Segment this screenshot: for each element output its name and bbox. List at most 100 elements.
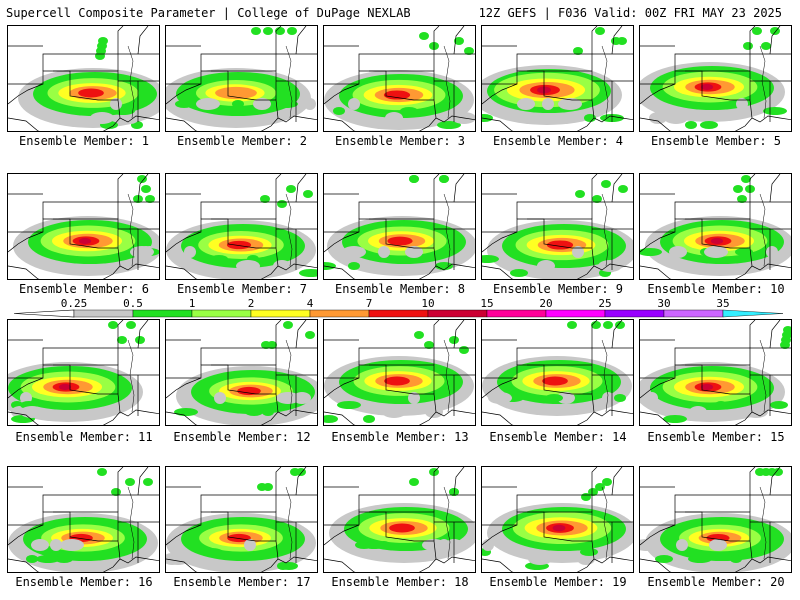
colorbar-tick-label: 10 (421, 297, 434, 310)
scp-contours (174, 321, 317, 425)
scp-map (166, 26, 317, 131)
scp-map (8, 467, 159, 572)
map-boundaries (482, 467, 633, 572)
scp-map (640, 174, 791, 279)
colorbar-segment (309, 309, 370, 318)
ensemble-panel (639, 25, 792, 132)
scp-map (8, 320, 159, 425)
ensemble-member-label: Ensemble Member: 20 (647, 575, 785, 589)
scp-contours (166, 27, 316, 128)
map-boundaries (166, 467, 317, 572)
scp-map (166, 320, 317, 425)
scp-contours (324, 175, 475, 276)
ensemble-panel (481, 466, 634, 573)
ensemble-member-label: Ensemble Member: 17 (173, 575, 311, 589)
ensemble-member-label: Ensemble Member: 9 (492, 282, 624, 296)
scp-contours (482, 180, 633, 279)
scp-contours (166, 468, 316, 572)
ensemble-member-label: Ensemble Member: 2 (176, 134, 308, 148)
ensemble-member-label: Ensemble Member: 14 (489, 430, 627, 444)
scp-map (640, 26, 791, 131)
colorbar-tick-label: 25 (598, 297, 611, 310)
map-boundaries (324, 467, 475, 572)
scp-map (324, 467, 475, 572)
ensemble-member-label: Ensemble Member: 18 (331, 575, 469, 589)
map-boundaries (640, 26, 791, 131)
ensemble-member-label: Ensemble Member: 15 (647, 430, 785, 444)
map-boundaries (166, 320, 317, 425)
page-title: Supercell Composite Parameter | College … (6, 6, 411, 20)
colorbar-segment (132, 309, 193, 318)
scp-contours (324, 32, 475, 130)
ensemble-member-label: Ensemble Member: 1 (18, 134, 150, 148)
colorbar-high-end (722, 309, 784, 318)
ensemble-member-label: Ensemble Member: 8 (334, 282, 466, 296)
map-boundaries (640, 320, 791, 425)
ensemble-panel (481, 25, 634, 132)
ensemble-member-label: Ensemble Member: 7 (176, 282, 308, 296)
colorbar-tick-label: 0.5 (123, 297, 143, 310)
colorbar-tick-label: 0.25 (61, 297, 88, 310)
ensemble-panel (639, 319, 792, 426)
colorbar-segment (545, 309, 606, 318)
scp-map (324, 320, 475, 425)
colorbar-segment (486, 309, 547, 318)
map-boundaries (324, 174, 475, 279)
scp-map (482, 320, 633, 425)
map-boundaries (166, 174, 317, 279)
map-boundaries (482, 26, 633, 131)
colorbar-tick-label: 20 (539, 297, 552, 310)
colorbar-tick-label: 1 (189, 297, 196, 310)
ensemble-member-label: Ensemble Member: 3 (334, 134, 466, 148)
scp-map (8, 26, 159, 131)
colorbar-tick-label: 35 (716, 297, 729, 310)
ensemble-panel (639, 173, 792, 280)
ensemble-member-label: Ensemble Member: 12 (173, 430, 311, 444)
ensemble-member-label: Ensemble Member: 11 (15, 430, 153, 444)
ensemble-panel (323, 319, 476, 426)
colorbar-segment (73, 309, 134, 318)
map-boundaries (482, 320, 633, 425)
colorbar-low-end (13, 309, 75, 318)
ensemble-panel (481, 173, 634, 280)
ensemble-panel (7, 319, 160, 426)
scp-map (640, 320, 791, 425)
scp-map (166, 467, 317, 572)
colorbar-legend: 0.25 0.5 1 2 4 7 10 15 20 25 30 35 (13, 297, 784, 318)
map-boundaries (324, 320, 475, 425)
map-boundaries (640, 174, 791, 279)
run-info: 12Z GEFS | F036 Valid: 00Z FRI MAY 23 20… (478, 6, 782, 20)
map-boundaries (8, 467, 159, 572)
map-boundaries (482, 174, 633, 279)
scp-map (324, 174, 475, 279)
map-boundaries (166, 26, 317, 131)
map-boundaries (8, 26, 159, 131)
ensemble-member-label: Ensemble Member: 6 (18, 282, 150, 296)
ensemble-member-label: Ensemble Member: 13 (331, 430, 469, 444)
ensemble-panel (639, 466, 792, 573)
colorbar-segment (663, 309, 724, 318)
ensemble-member-label: Ensemble Member: 10 (647, 282, 785, 296)
colorbar-segment (191, 309, 252, 318)
colorbar-segment (604, 309, 665, 318)
map-boundaries (8, 174, 159, 279)
scp-map (482, 26, 633, 131)
scp-contours (640, 326, 791, 423)
map-boundaries (324, 26, 475, 131)
scp-map (482, 467, 633, 572)
scp-contours (640, 175, 791, 276)
ensemble-panel (7, 25, 160, 132)
scp-contours (482, 27, 627, 125)
scp-contours (640, 27, 787, 129)
ensemble-panel (323, 173, 476, 280)
ensemble-panel (165, 25, 318, 132)
map-boundaries (640, 467, 791, 572)
scp-map (166, 174, 317, 279)
scp-contours (18, 37, 159, 129)
ensemble-panel (323, 25, 476, 132)
ensemble-panel (165, 173, 318, 280)
scp-contours (8, 321, 145, 423)
colorbar-segment (250, 309, 311, 318)
ensemble-panel (165, 319, 318, 426)
ensemble-member-label: Ensemble Member: 16 (15, 575, 153, 589)
